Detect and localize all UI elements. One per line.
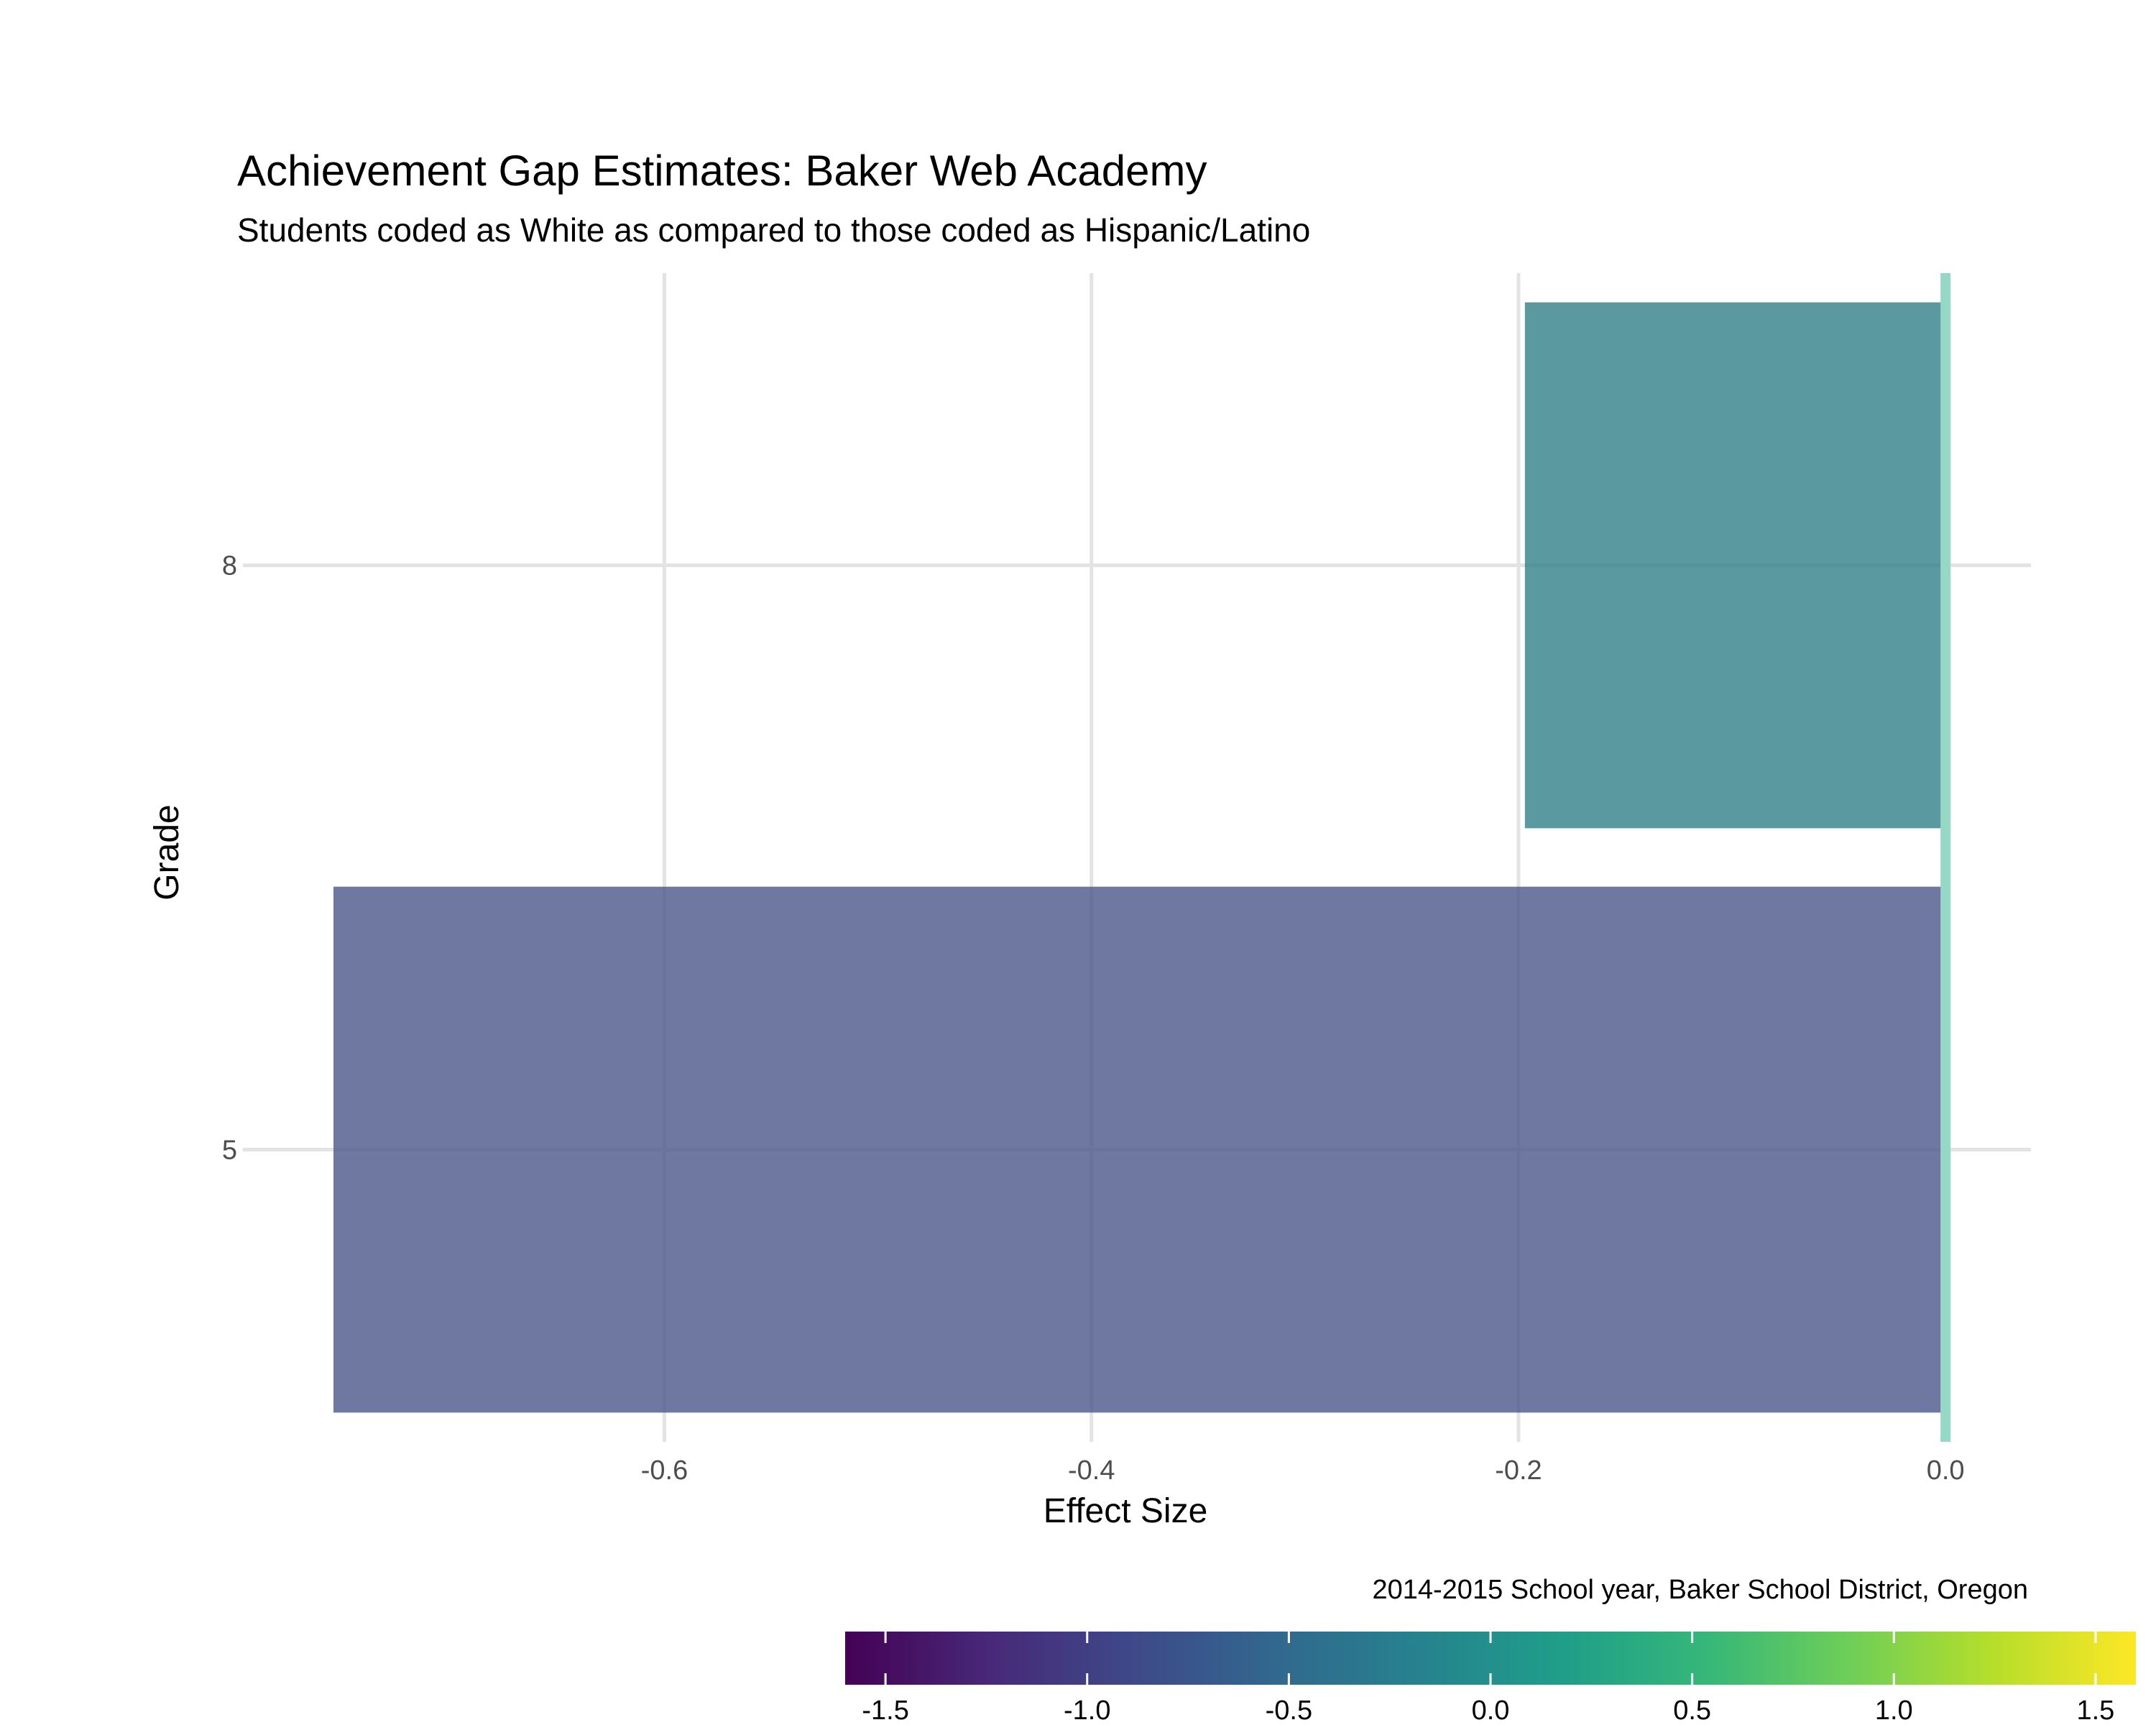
colorbar-tick-label: -0.5 <box>1266 1696 1312 1725</box>
x-axis-title: Effect Size <box>1044 1492 1208 1530</box>
bar-grade-8 <box>1524 302 1946 829</box>
x-tick-label: -0.2 <box>1495 1455 1542 1486</box>
bars <box>333 302 1946 1413</box>
colorbar-tick-label: 1.0 <box>1875 1696 1913 1725</box>
colorbar-tick-label: -1.0 <box>1064 1696 1110 1725</box>
y-tick-label: 8 <box>222 551 237 581</box>
colorbar-tick-label: 0.0 <box>1472 1696 1510 1725</box>
colorbar-tick-label: -1.5 <box>862 1696 908 1725</box>
colorbar-tick-label: 1.5 <box>2076 1696 2114 1725</box>
colorbar-tick-label: 0.5 <box>1673 1696 1711 1725</box>
y-axis-ticks: 58 <box>222 551 259 1166</box>
x-axis-ticks: -0.6 -0.4 -0.2 0.0 <box>641 1455 1965 1486</box>
x-tick-label: -0.6 <box>641 1455 688 1486</box>
bar-grade-5 <box>333 886 1946 1413</box>
y-axis-title: Grade <box>148 804 186 900</box>
chart-caption: 2014-2015 School year, Baker School Dist… <box>1372 1575 2028 1605</box>
x-tick-label: 0.0 <box>1927 1455 1965 1486</box>
chart-subtitle: Students coded as White as compared to t… <box>237 211 1310 249</box>
x-tick-label: -0.4 <box>1068 1455 1115 1486</box>
chart-title: Achievement Gap Estimates: Baker Web Aca… <box>237 147 1207 195</box>
colorbar: -1.5 -1.0 -0.5 0.0 0.5 1.0 1.5 <box>845 1632 2136 1725</box>
y-tick-label: 5 <box>222 1136 237 1166</box>
